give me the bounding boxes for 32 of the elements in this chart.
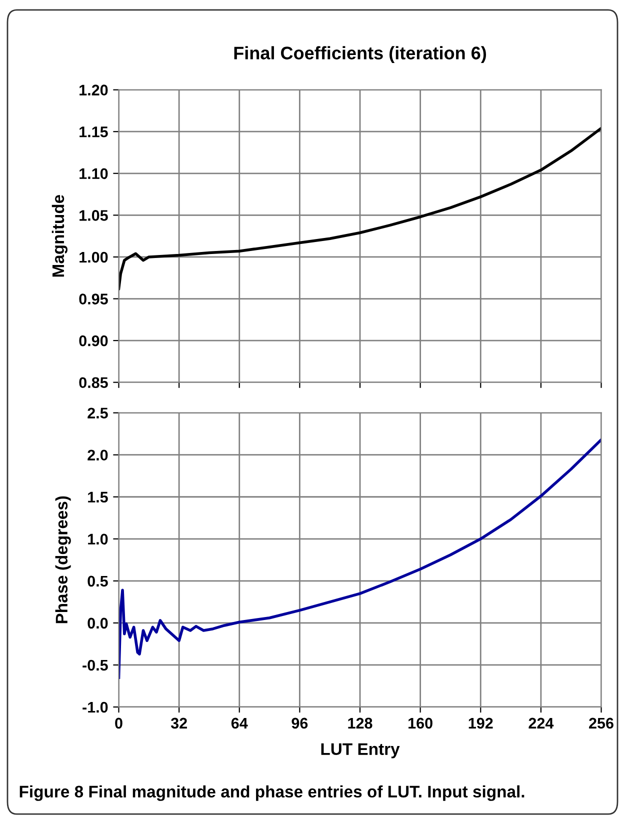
y-axis-title: Phase (degrees) (55, 496, 71, 624)
y-tick-label: 1.20 (80, 84, 108, 96)
x-tick-label: 64 (231, 718, 248, 729)
x-tick-label: 192 (468, 718, 493, 729)
x-tick-label: 128 (348, 718, 372, 729)
y-tick-label: 0.95 (79, 294, 108, 304)
y-tick-label: 1.00 (80, 252, 108, 263)
chart-title: Final Coefficients (iteration 6) (234, 46, 486, 64)
x-tick-label: 96 (292, 718, 308, 729)
y-tick-label: 1.5 (88, 492, 108, 503)
y-tick-label: 2.5 (88, 408, 108, 419)
y-tick-label: 2.0 (88, 450, 108, 461)
x-axis-title: LUT Entry (321, 743, 400, 758)
y-tick-label: 0.90 (79, 335, 108, 346)
y-tick-label: 0.5 (88, 576, 108, 587)
y-axis-title: Magnitude (52, 194, 68, 277)
y-tick-label: 0.85 (79, 377, 108, 388)
x-tick-label: 224 (528, 718, 554, 728)
y-tick-label: 1.05 (80, 210, 108, 221)
y-tick-label: 1.0 (88, 534, 108, 545)
x-tick-label: 32 (170, 718, 187, 729)
x-tick-label: 0 (115, 718, 122, 729)
x-tick-label: 160 (408, 718, 432, 729)
line-series (118, 126, 602, 290)
x-tick-label: 256 (589, 718, 614, 729)
y-tick-label: 1.10 (80, 168, 108, 180)
y-tick-label: 1.15 (80, 126, 108, 138)
y-tick-label: -1.0 (82, 702, 108, 713)
line-series (118, 438, 602, 679)
caption: Figure 8 Final magnitude and phase entries of LUT. Input signal. (20, 785, 524, 801)
y-tick-label: -0.5 (82, 660, 108, 671)
y-tick-label: 0.0 (88, 618, 108, 629)
